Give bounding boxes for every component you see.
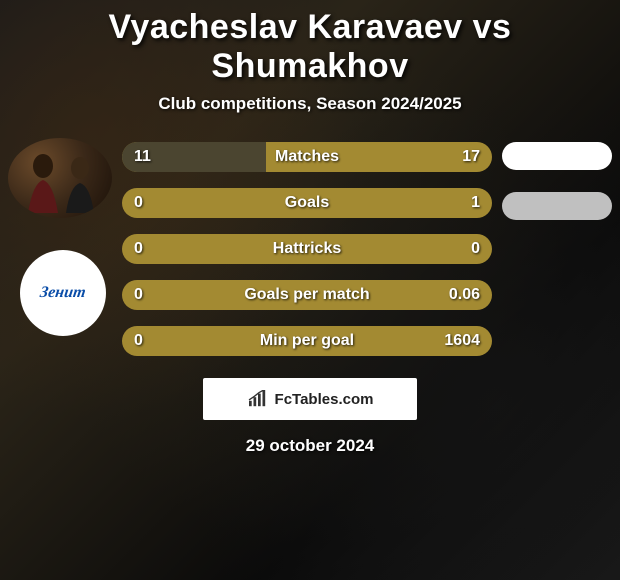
player-silhouette-icon	[8, 138, 112, 218]
chart-icon	[247, 390, 269, 408]
bar-right-value: 0.06	[449, 286, 480, 304]
legend-oval-2	[502, 192, 612, 220]
stat-bar: 0 0 Hattricks	[122, 234, 492, 264]
stat-bar: 0 1604 Min per goal	[122, 326, 492, 356]
bar-label: Goals per match	[244, 286, 369, 304]
bar-right-value: 17	[462, 148, 480, 166]
stat-bar: 11 17 Matches	[122, 142, 492, 172]
club-logo-text: Зенит	[39, 284, 87, 302]
subtitle: Club competitions, Season 2024/2025	[0, 94, 620, 114]
page-title: Vyacheslav Karavaev vs Shumakhov	[0, 0, 620, 86]
stat-bars-container: 11 17 Matches 0 1 Goals 0 0 Hattricks 0 0.06 Goals …	[122, 134, 492, 356]
bar-left-value: 0	[134, 194, 143, 212]
date-text: 29 october 2024	[0, 436, 620, 456]
right-oval-column	[502, 134, 612, 220]
bar-right-value: 1604	[444, 332, 480, 350]
stat-bar: 0 0.06 Goals per match	[122, 280, 492, 310]
attribution-badge: FcTables.com	[203, 378, 417, 420]
bar-right-value: 1	[471, 194, 480, 212]
club-logo-avatar: Зенит	[20, 250, 106, 336]
comparison-grid: Зенит 11 17 Matches 0 1 Goals 0 0 Hattricks 0 0.06…	[0, 114, 620, 356]
bar-label: Hattricks	[273, 240, 341, 258]
bar-left-value: 0	[134, 286, 143, 304]
stat-bar: 0 1 Goals	[122, 188, 492, 218]
bar-left-value: 0	[134, 240, 143, 258]
legend-oval-1	[502, 142, 612, 170]
left-avatar-column: Зенит	[8, 134, 112, 336]
bar-right-value: 0	[471, 240, 480, 258]
player-photo-avatar	[8, 138, 112, 218]
bar-left-value: 0	[134, 332, 143, 350]
bar-label: Goals	[285, 194, 329, 212]
bar-left-value: 11	[134, 148, 151, 166]
bar-label: Min per goal	[260, 332, 354, 350]
bar-label: Matches	[275, 148, 339, 166]
attribution-text: FcTables.com	[275, 391, 374, 408]
